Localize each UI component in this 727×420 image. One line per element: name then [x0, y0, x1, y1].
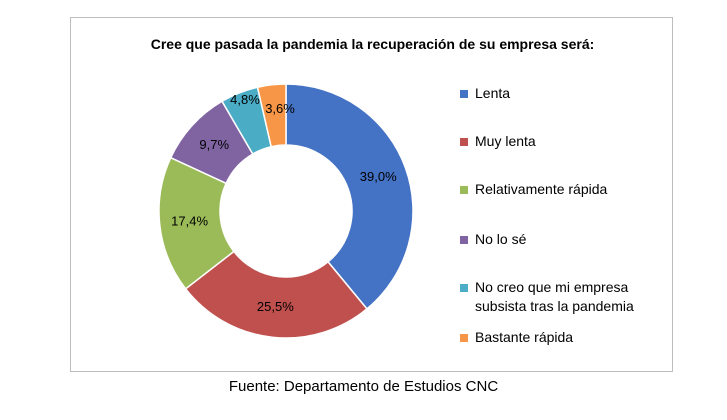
chart-frame: Cree que pasada la pandemia la recuperac… — [70, 17, 673, 372]
slice-value-label-6: 3,6% — [265, 101, 295, 116]
donut-chart: 39,0% 25,5% 17,4% 9,7% 4,8% 3,6% — [158, 83, 414, 339]
legend-swatch-6 — [460, 334, 468, 342]
donut-slice-6 — [256, 83, 287, 148]
legend-swatch-4 — [460, 236, 468, 244]
chart-title: Cree que pasada la pandemia la recuperac… — [150, 36, 595, 52]
legend-label-1: Lenta — [475, 85, 511, 101]
legend-label-3: Relativamente rápida — [475, 181, 608, 197]
legend-label-5: No creo que mi empresa subsista tras la … — [475, 279, 634, 314]
legend-label-4: No lo sé — [475, 231, 527, 247]
donut-slice-2 — [184, 250, 369, 339]
donut-slice-1 — [285, 83, 414, 310]
legend-label-6: Bastante rápida — [475, 329, 574, 345]
legend-label-2: Muy lenta — [475, 133, 536, 149]
slice-value-label-2: 25,5% — [257, 299, 294, 314]
legend-swatch-5 — [460, 284, 468, 292]
legend-swatch-1 — [460, 90, 468, 98]
source-note: Fuente: Departamento de Estudios CNC — [228, 378, 499, 395]
slice-value-label-4: 9,7% — [199, 137, 229, 152]
slice-value-label-1: 39,0% — [360, 169, 397, 184]
slice-value-label-5: 4,8% — [230, 92, 260, 107]
slice-value-label-3: 17,4% — [171, 213, 208, 228]
legend-swatch-2 — [460, 138, 468, 146]
legend-swatch-3 — [460, 186, 468, 194]
